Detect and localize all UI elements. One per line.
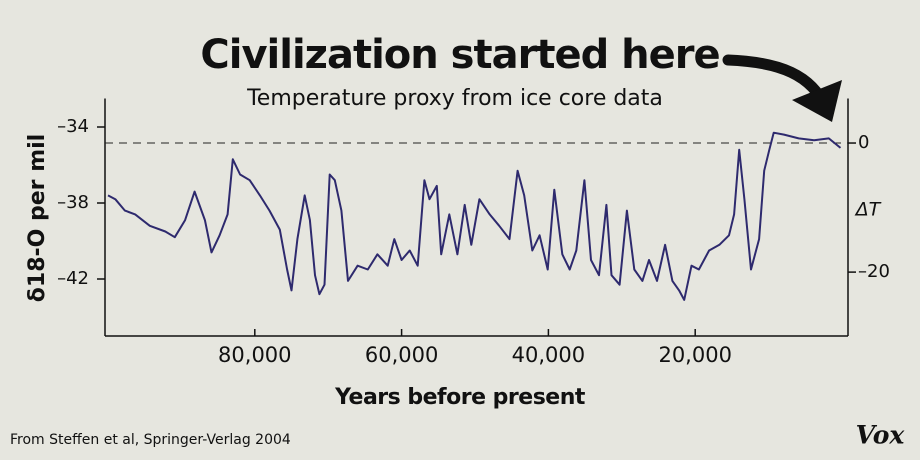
- arrow-head: [792, 80, 842, 122]
- y-tick-label: –38: [57, 192, 89, 213]
- chart-title: Civilization started here: [200, 32, 719, 78]
- x-tick-label: 20,000: [658, 343, 731, 367]
- y2-tick-label: 0: [858, 132, 869, 153]
- x-tick-label: 80,000: [218, 343, 291, 367]
- y-tick-label: –42: [57, 268, 89, 289]
- y-axis-label: δ18-O per mil: [25, 134, 50, 302]
- source: From Steffen et al, Springer-Verlag 2004: [10, 432, 291, 448]
- x-axis-label: Years before present: [334, 385, 586, 410]
- data-line: [107, 131, 842, 301]
- x-tick-label: 60,000: [365, 343, 438, 367]
- y-tick-label: –34: [57, 116, 89, 137]
- x-tick-label: 40,000: [512, 343, 585, 367]
- y2-axis-label: ΔT: [854, 199, 882, 221]
- y2-tick-label: –20: [858, 261, 890, 282]
- chart-subtitle: Temperature proxy from ice core data: [246, 86, 663, 111]
- brand: Vox: [856, 421, 906, 450]
